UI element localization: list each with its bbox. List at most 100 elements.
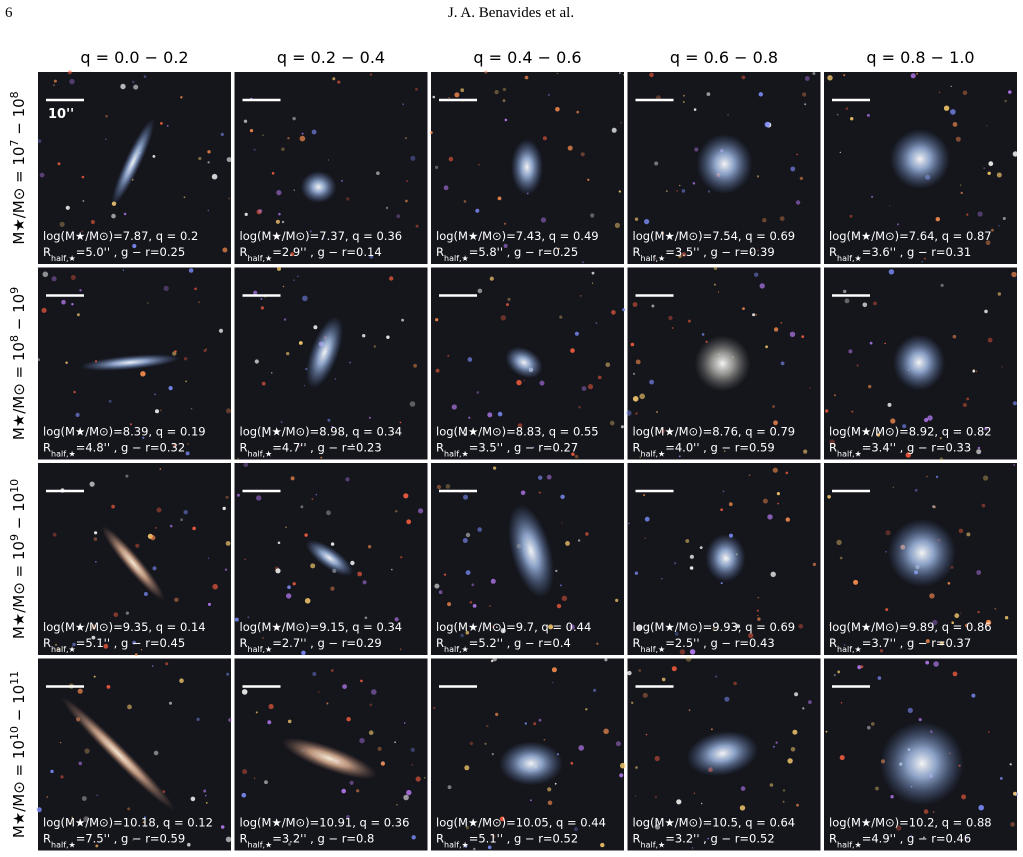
background-source xyxy=(955,136,961,142)
background-source xyxy=(78,761,83,766)
background-source xyxy=(784,820,787,822)
background-source xyxy=(226,672,230,676)
background-source xyxy=(827,495,831,499)
background-source xyxy=(469,741,474,746)
background-source xyxy=(309,230,312,233)
background-source xyxy=(179,678,184,683)
background-source xyxy=(253,290,258,295)
background-source xyxy=(692,182,696,185)
background-source xyxy=(885,550,887,553)
background-source xyxy=(142,821,145,823)
background-source xyxy=(300,505,304,509)
background-source xyxy=(280,421,283,423)
background-source xyxy=(665,190,668,192)
background-source xyxy=(877,676,882,680)
galaxy xyxy=(696,134,753,194)
background-source xyxy=(463,843,468,848)
background-source xyxy=(689,554,694,559)
background-source xyxy=(635,822,639,825)
galaxy xyxy=(686,730,759,777)
galaxy-panel: log(M★/M⊙)=10.5, q = 0.64 Rhalf,★=3.2'' ,… xyxy=(627,656,821,851)
radius-symbol: R xyxy=(240,441,248,455)
background-source xyxy=(342,684,347,689)
background-source xyxy=(750,251,753,254)
background-source xyxy=(779,216,785,222)
background-source xyxy=(486,725,489,728)
background-source xyxy=(939,457,944,461)
background-source xyxy=(935,217,940,222)
background-source xyxy=(802,92,807,97)
background-source xyxy=(681,252,687,257)
background-source xyxy=(671,327,674,329)
background-source xyxy=(833,674,836,677)
background-source xyxy=(654,257,657,260)
background-source xyxy=(825,409,829,413)
background-source xyxy=(603,728,609,735)
background-source xyxy=(593,688,597,692)
background-source xyxy=(654,161,659,166)
background-source xyxy=(707,837,710,840)
background-source xyxy=(489,605,491,607)
background-source xyxy=(465,826,469,830)
background-source xyxy=(367,545,372,549)
background-source xyxy=(933,505,937,509)
background-source xyxy=(304,598,311,604)
background-source xyxy=(757,614,759,617)
background-source xyxy=(152,155,156,158)
background-source xyxy=(497,411,503,417)
background-source xyxy=(1009,763,1012,766)
background-source xyxy=(668,315,673,321)
background-source xyxy=(574,827,578,832)
background-source xyxy=(53,84,55,87)
background-source xyxy=(180,96,183,99)
background-source xyxy=(591,271,595,275)
background-source xyxy=(346,197,350,201)
background-source xyxy=(762,218,767,223)
background-source xyxy=(1012,151,1019,157)
background-source xyxy=(502,99,506,102)
background-source xyxy=(435,318,439,322)
background-source xyxy=(634,795,637,797)
background-source xyxy=(530,799,532,802)
background-source xyxy=(691,847,694,849)
background-source xyxy=(782,789,786,792)
background-source xyxy=(228,718,232,722)
galaxy xyxy=(101,525,165,601)
background-source xyxy=(884,342,886,345)
background-source xyxy=(447,354,450,357)
panel-properties: log(M★/M⊙)=10.05, q = 0.44 xyxy=(436,816,606,830)
background-source xyxy=(292,116,296,121)
background-source xyxy=(445,484,451,489)
background-source xyxy=(561,595,568,601)
background-source xyxy=(406,789,412,796)
background-source xyxy=(679,649,686,655)
radius-symbol: R xyxy=(829,441,837,455)
background-source xyxy=(183,510,188,515)
background-source xyxy=(360,679,363,683)
background-source xyxy=(966,532,971,537)
background-source xyxy=(808,700,812,704)
background-source xyxy=(351,443,354,446)
background-source xyxy=(330,669,334,672)
background-source xyxy=(757,249,760,252)
galaxy xyxy=(893,334,945,391)
background-source xyxy=(757,596,760,599)
background-source xyxy=(300,444,302,447)
panel-properties: Rhalf,★=3.6'' , g − r=0.31 xyxy=(829,245,971,263)
background-source xyxy=(492,835,496,839)
background-source xyxy=(634,571,639,575)
background-source xyxy=(311,498,314,501)
background-source xyxy=(546,474,552,480)
background-source xyxy=(59,741,62,744)
galaxy xyxy=(890,129,950,189)
background-source xyxy=(155,409,159,414)
radius-symbol: R xyxy=(436,832,444,846)
galaxy-panel: log(M★/M⊙)=10.91, q = 0.36 Rhalf,★=3.2'' … xyxy=(234,658,428,851)
background-source xyxy=(983,167,986,169)
radius-subscript: half,★ xyxy=(641,449,666,458)
background-source xyxy=(297,444,301,448)
background-source xyxy=(401,318,404,322)
background-source xyxy=(225,541,231,546)
background-source xyxy=(950,85,952,87)
background-source xyxy=(876,433,880,437)
